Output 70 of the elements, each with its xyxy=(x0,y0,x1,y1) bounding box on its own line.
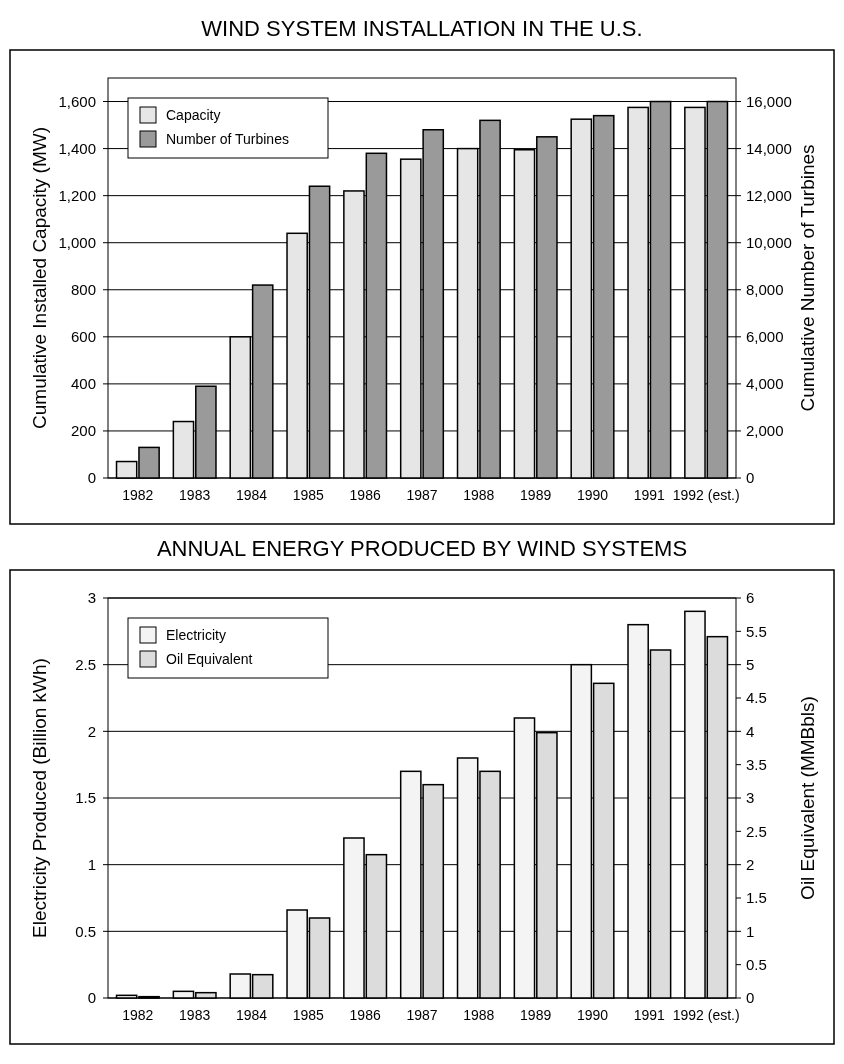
y-tick-label: 2.5 xyxy=(75,655,96,673)
x-tick-label: 1985 xyxy=(292,1007,325,1023)
y2-tick-label: 1.5 xyxy=(746,889,767,907)
y-tick-label: 800 xyxy=(70,281,96,299)
x-tick-label: 1982 xyxy=(122,1007,154,1023)
y-tick-label: 400 xyxy=(70,375,96,393)
y2-tick-label: 2,000 xyxy=(746,422,784,440)
x-tick-label: 1984 xyxy=(235,1007,268,1023)
x-tick-label: 1988 xyxy=(463,1007,495,1023)
y2-tick-label: 4,000 xyxy=(746,375,784,393)
y2-tick-label: 5 xyxy=(746,655,755,673)
y-tick-label: 0 xyxy=(87,989,96,1007)
x-tick-label: 1983 xyxy=(179,1007,211,1023)
x-tick-label: 1984 xyxy=(235,487,268,503)
x-tick-label: 1986 xyxy=(349,487,381,503)
x-tick-label: 1991 xyxy=(633,1007,666,1023)
y2-tick-label: 2 xyxy=(746,855,755,873)
chart-title: ANNUAL ENERGY PRODUCED BY WIND SYSTEMS xyxy=(156,536,688,561)
y2-tick-label: 0 xyxy=(746,469,755,487)
y-tick-label: 0 xyxy=(87,469,96,487)
y-tick-label: 1,600 xyxy=(58,92,96,110)
legend-label: Capacity xyxy=(166,106,221,123)
x-tick-label: 1990 xyxy=(576,487,609,503)
y-axis-title: Cumulative Installed Capacity (MW) xyxy=(29,127,50,429)
x-tick-label: 1987 xyxy=(406,1007,438,1023)
x-tick-label: 1990 xyxy=(576,1007,609,1023)
y2-tick-label: 8,000 xyxy=(746,281,784,299)
y-tick-label: 2 xyxy=(87,722,96,740)
x-tick-label: 1985 xyxy=(292,487,325,503)
y-tick-label: 1,000 xyxy=(58,233,96,251)
y2-tick-label: 4.5 xyxy=(746,689,767,707)
y-tick-label: 0.5 xyxy=(75,922,96,940)
y-tick-label: 1,400 xyxy=(58,139,96,157)
y2-tick-label: 2.5 xyxy=(746,822,767,840)
x-tick-label: 1992 (est.) xyxy=(672,487,740,503)
y2-tick-label: 6 xyxy=(746,589,755,607)
y2-tick-label: 6,000 xyxy=(746,328,784,346)
y-axis-title: Electricity Produced (Billion kWh) xyxy=(29,658,50,938)
y2-tick-label: 10,000 xyxy=(746,233,792,251)
chart-title: WIND SYSTEM INSTALLATION IN THE U.S. xyxy=(201,16,643,41)
x-tick-label: 1991 xyxy=(633,487,666,503)
legend-label: Number of Turbines xyxy=(166,130,289,147)
x-tick-label: 1988 xyxy=(463,487,495,503)
y2-tick-label: 5.5 xyxy=(746,622,767,640)
y-tick-label: 1 xyxy=(87,855,96,873)
y2-tick-label: 14,000 xyxy=(746,139,792,157)
y-tick-label: 3 xyxy=(87,589,96,607)
x-tick-label: 1987 xyxy=(406,487,438,503)
x-tick-label: 1983 xyxy=(179,487,211,503)
y2-tick-label: 16,000 xyxy=(746,92,792,110)
legend-label: Electricity xyxy=(166,626,226,643)
y2-tick-label: 3.5 xyxy=(746,755,767,773)
x-tick-label: 1989 xyxy=(520,487,552,503)
y-tick-label: 200 xyxy=(70,422,96,440)
y2-tick-label: 1 xyxy=(746,922,755,940)
x-tick-label: 1982 xyxy=(122,487,154,503)
y2-axis-title: Cumulative Number of Turbines xyxy=(797,144,818,412)
y-tick-label: 1,200 xyxy=(58,186,96,204)
y2-tick-label: 0 xyxy=(746,989,755,1007)
x-tick-label: 1989 xyxy=(520,1007,552,1023)
x-tick-label: 1992 (est.) xyxy=(672,1007,740,1023)
legend-label: Oil Equivalent xyxy=(166,650,253,667)
y2-tick-label: 3 xyxy=(746,789,755,807)
y2-axis-title: Oil Equivalent (MMBbls) xyxy=(797,696,818,900)
y2-tick-label: 4 xyxy=(746,722,755,740)
y-tick-label: 1.5 xyxy=(75,789,96,807)
y2-tick-label: 12,000 xyxy=(746,186,792,204)
x-tick-label: 1986 xyxy=(349,1007,381,1023)
y2-tick-label: 0.5 xyxy=(746,955,767,973)
y-tick-label: 600 xyxy=(70,328,96,346)
